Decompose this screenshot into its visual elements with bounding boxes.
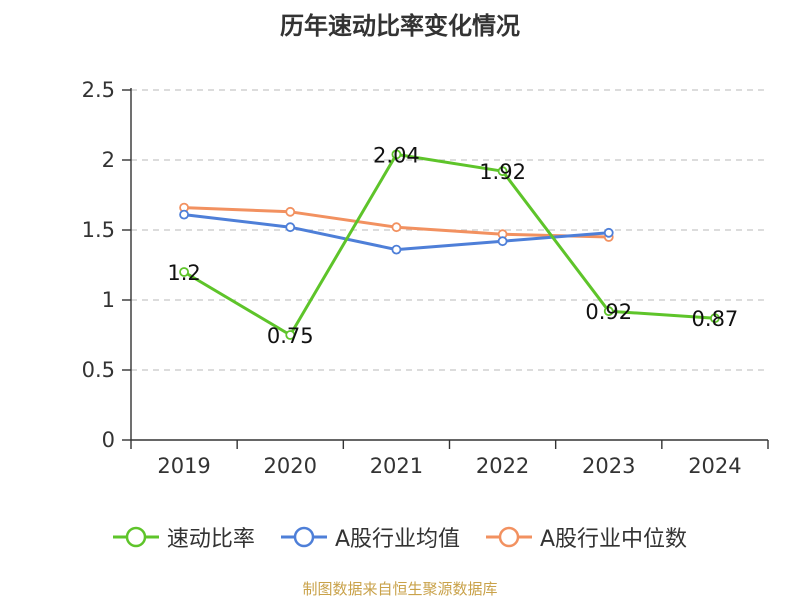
y-tick-label: 2.5 — [82, 78, 115, 102]
data-point — [497, 166, 508, 177]
x-tick-label: 2023 — [582, 454, 635, 478]
legend-marker-quick-ratio — [112, 526, 159, 548]
legend: 速动比率 A股行业均值 A股行业中位数 — [0, 520, 800, 554]
data-point — [710, 313, 720, 324]
y-tick-label: 0.5 — [82, 358, 115, 382]
legend-marker-industry-median — [486, 526, 532, 548]
x-tick-label: 2020 — [264, 454, 317, 478]
data-point — [391, 222, 402, 233]
y-tick-label: 1.5 — [82, 218, 115, 242]
data-point — [285, 206, 296, 217]
chart-title: 历年速动比率变化情况 — [280, 12, 520, 40]
y-tick-label: 0 — [102, 428, 115, 452]
y-tick-label: 1 — [102, 288, 115, 312]
data-point — [603, 227, 614, 238]
legend-item-industry-median[interactable]: A股行业中位数 — [486, 521, 687, 553]
legend-marker-industry-mean — [280, 526, 327, 548]
data-label: 0.75 — [267, 324, 314, 348]
data-point — [391, 149, 402, 160]
data-label: 1.2 — [167, 261, 200, 285]
data-label: 0.92 — [585, 300, 632, 324]
data-label: 2.04 — [373, 143, 420, 167]
legend-label: 速动比率 — [166, 527, 255, 552]
legend-label: A股行业均值 — [334, 527, 460, 552]
data-point — [285, 330, 296, 340]
x-tick-label: 2022 — [476, 454, 529, 478]
data-point — [603, 306, 614, 317]
data-label: 0.87 — [692, 307, 739, 331]
x-tick-label: 2024 — [688, 454, 741, 478]
legend-item-quick-ratio[interactable]: 速动比率 — [112, 521, 255, 553]
y-tick-label: 2 — [102, 148, 115, 172]
data-point — [179, 209, 189, 220]
series-line — [183, 152, 716, 337]
legend-item-industry-mean[interactable]: A股行业均值 — [280, 521, 460, 553]
data-point — [285, 222, 296, 233]
x-tick-label: 2021 — [370, 454, 423, 478]
data-point — [391, 244, 402, 255]
data-source-note: 制图数据来自恒生聚源数据库 — [302, 580, 498, 598]
data-label: 1.92 — [479, 160, 526, 184]
data-point — [179, 267, 189, 277]
series-line — [183, 213, 609, 252]
x-tick-label: 2019 — [157, 454, 210, 478]
legend-label: A股行业中位数 — [540, 527, 688, 552]
data-point — [497, 236, 508, 247]
